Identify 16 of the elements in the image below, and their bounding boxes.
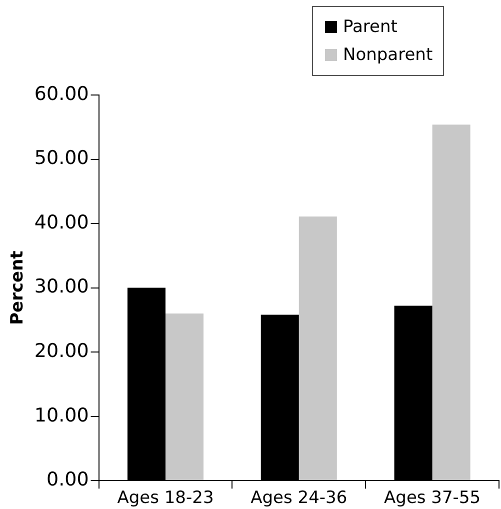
bar [298,216,337,480]
y-tick-label: 10.00 [34,404,89,426]
y-tick-label: 60.00 [34,82,89,105]
y-tick-label: 50.00 [34,147,89,170]
y-axis-title: Percent [8,250,28,325]
y-tick-label: 0.00 [46,468,89,491]
legend-label: Nonparent [343,45,433,65]
x-tick-label: Ages 37-55 [384,488,481,508]
x-tick-label: Ages 18-23 [117,488,214,508]
bar [432,124,470,480]
y-tick-label: 40.00 [34,211,89,234]
bar [165,314,204,480]
legend-label: Parent [343,17,398,37]
y-tick-label: 20.00 [34,340,89,362]
x-tick-label: Ages 24-36 [250,488,348,508]
y-tick-label: 30.00 [34,276,89,298]
